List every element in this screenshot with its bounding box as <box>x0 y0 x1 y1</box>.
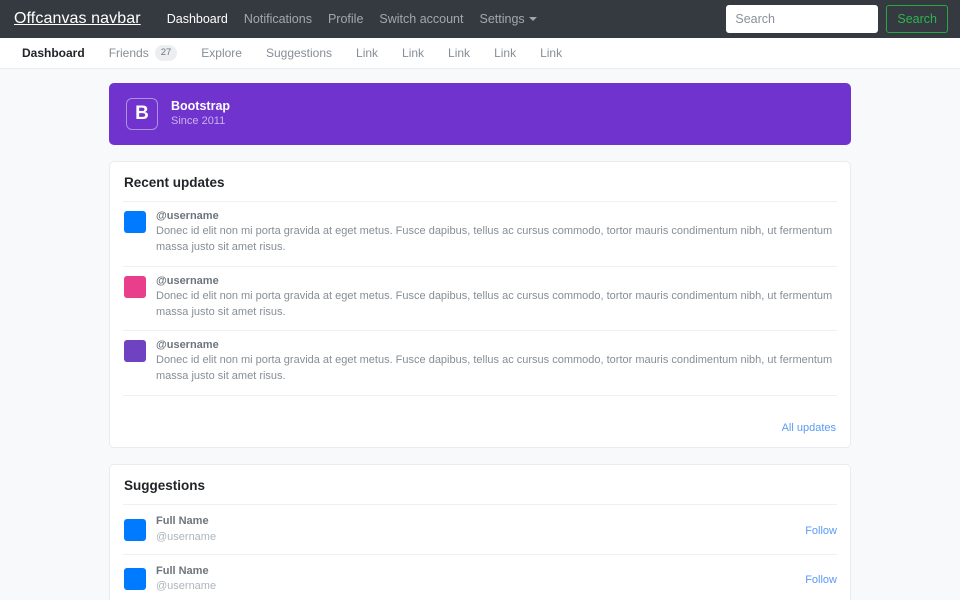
update-text: Donec id elit non mi porta gravida at eg… <box>156 354 833 383</box>
subnav-item-link-3-label: Link <box>448 46 471 60</box>
subnav-item-friends[interactable]: Friends 27 <box>97 44 190 62</box>
update-username: @username <box>156 210 219 222</box>
content-container: B Bootstrap Since 2011 Recent updates @u… <box>109 83 851 600</box>
brand-banner: B Bootstrap Since 2011 <box>109 83 851 145</box>
avatar <box>124 275 146 298</box>
friends-count-badge: 27 <box>154 44 178 62</box>
subnav-item-explore-label: Explore <box>201 46 242 60</box>
nav-link-switch-account[interactable]: Switch account <box>371 12 471 26</box>
nav-link-notifications[interactable]: Notifications <box>236 12 320 26</box>
search-button[interactable]: Search <box>886 5 948 33</box>
nav-link-switch-account-label: Switch account <box>379 12 464 26</box>
nav-link-notifications-label: Notifications <box>243 12 312 26</box>
brand-banner-text: Bootstrap Since 2011 <box>171 99 230 128</box>
subnav-item-link-2-label: Link <box>402 46 425 60</box>
subnav-item-link-3[interactable]: Link <box>436 46 482 60</box>
subnav-item-link-1-label: Link <box>356 46 379 60</box>
avatar <box>124 340 146 363</box>
avatar <box>124 211 146 233</box>
subnav-item-link-2[interactable]: Link <box>390 46 436 60</box>
suggestion-username: @username <box>156 580 217 593</box>
subnav-item-link-1[interactable]: Link <box>344 46 390 60</box>
suggestions-title: Suggestions <box>124 478 206 494</box>
suggestions-card: Suggestions Full Name @username Follow F… <box>109 464 851 600</box>
update-row: @username Donec id elit non mi porta gra… <box>123 265 837 331</box>
subnav-item-suggestions[interactable]: Suggestions <box>254 46 344 60</box>
nav-link-settings-label: Settings <box>479 12 525 26</box>
subnav-item-link-4[interactable]: Link <box>482 46 528 60</box>
top-navbar: Offcanvas navbar Dashboard Notifications… <box>0 0 960 38</box>
nav-link-profile[interactable]: Profile <box>320 12 371 26</box>
suggestion-row-body: Full Name @username <box>156 514 795 545</box>
brand-banner-title: Bootstrap <box>171 99 231 114</box>
update-row-body: @username Donec id elit non mi porta gra… <box>156 274 837 321</box>
update-text: Donec id elit non mi porta gravida at eg… <box>156 289 833 318</box>
subnav-item-friends-label: Friends <box>108 46 149 60</box>
nav-link-dashboard-label: Dashboard <box>166 12 228 26</box>
suggestion-row: Full Name @username Follow <box>123 553 837 600</box>
subnav-item-dashboard[interactable]: Dashboard <box>10 46 97 60</box>
nav-link-settings-dropdown[interactable]: Settings <box>471 12 544 26</box>
navbar-search-form: Search <box>726 5 948 33</box>
search-input[interactable] <box>726 5 879 33</box>
update-row-body: @username Donec id elit non mi porta gra… <box>156 209 837 256</box>
recent-updates-title: Recent updates <box>124 175 225 190</box>
update-row: @username Donec id elit non mi porta gra… <box>123 201 837 266</box>
update-username: @username <box>156 274 219 287</box>
suggestion-username: @username <box>156 530 217 543</box>
updates-divider <box>123 395 837 413</box>
navbar-nav: Dashboard Notifications Profile Switch a… <box>159 12 545 26</box>
update-row-body: @username Donec id elit non mi porta gra… <box>156 338 837 385</box>
navbar-brand[interactable]: Offcanvas navbar <box>14 10 141 27</box>
nav-link-profile-label: Profile <box>327 12 364 26</box>
page-body: B Bootstrap Since 2011 Recent updates @u… <box>0 69 960 600</box>
follow-button[interactable]: Follow <box>805 524 837 537</box>
update-row: @username Donec id elit non mi porta gra… <box>123 330 837 395</box>
avatar <box>124 568 146 591</box>
all-updates-link[interactable]: All updates <box>781 422 836 435</box>
suggestion-row-body: Full Name @username <box>156 564 795 595</box>
secondary-nav: Dashboard Friends 27 Explore Suggestions … <box>0 38 960 69</box>
subnav-item-link-5[interactable]: Link <box>528 46 574 60</box>
bootstrap-logo-icon: B <box>126 98 158 130</box>
update-username: @username <box>156 339 219 352</box>
chevron-down-icon <box>528 17 537 21</box>
suggestion-row: Full Name @username Follow <box>123 504 837 554</box>
subnav-item-explore[interactable]: Explore <box>189 46 254 60</box>
suggestion-full-name: Full Name <box>156 515 209 528</box>
suggestion-full-name: Full Name <box>156 564 209 577</box>
update-text: Donec id elit non mi porta gravida at eg… <box>156 224 833 253</box>
subnav-item-dashboard-label: Dashboard <box>22 46 85 60</box>
avatar <box>124 518 146 541</box>
recent-updates-card: Recent updates @username Donec id elit n… <box>109 161 851 449</box>
nav-link-dashboard[interactable]: Dashboard <box>159 12 236 26</box>
subnav-item-link-5-label: Link <box>540 46 563 60</box>
subnav-item-suggestions-label: Suggestions <box>265 46 333 60</box>
brand-banner-subtitle: Since 2011 <box>171 114 226 127</box>
follow-button[interactable]: Follow <box>805 574 837 587</box>
subnav-item-link-4-label: Link <box>494 46 517 60</box>
